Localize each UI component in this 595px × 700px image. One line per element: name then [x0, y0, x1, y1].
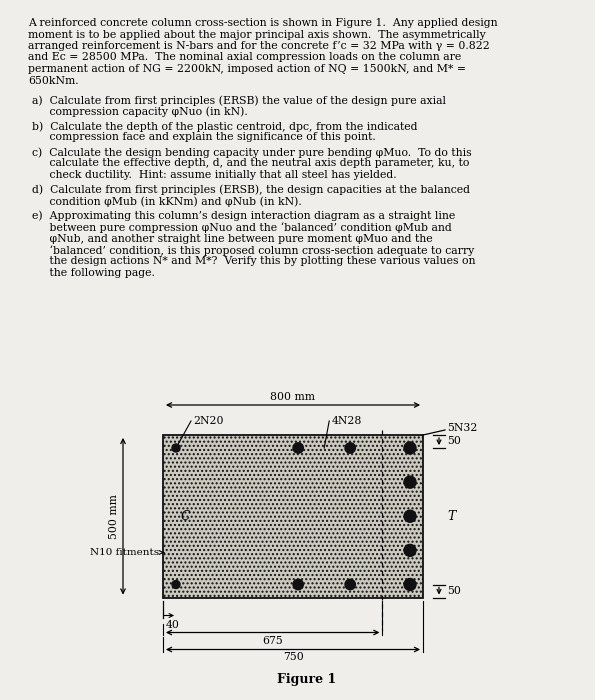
Text: 40: 40: [166, 620, 180, 629]
Text: permanent action of NG = 2200kN, imposed action of NQ = 1500kN, and M* =: permanent action of NG = 2200kN, imposed…: [28, 64, 466, 74]
Circle shape: [172, 444, 180, 452]
Text: b)  Calculate the depth of the plastic centroid, dpc, from the indicated: b) Calculate the depth of the plastic ce…: [32, 121, 418, 132]
Text: 5N32: 5N32: [447, 423, 477, 433]
Text: C: C: [181, 510, 190, 523]
Text: c)  Calculate the design bending capacity under pure bending φMuo.  To do this: c) Calculate the design bending capacity…: [32, 147, 472, 158]
Text: arranged reinforcement is N-bars and for the concrete f’c = 32 MPa with γ = 0.82: arranged reinforcement is N-bars and for…: [28, 41, 490, 51]
Circle shape: [345, 443, 355, 453]
Text: check ductility.  Hint: assume initially that all steel has yielded.: check ductility. Hint: assume initially …: [32, 170, 397, 180]
Text: the design actions N* and M*?  Verify this by plotting these various values on: the design actions N* and M*? Verify thi…: [32, 256, 475, 267]
Text: a)  Calculate from first principles (ERSB) the value of the design pure axial: a) Calculate from first principles (ERSB…: [32, 95, 446, 106]
Text: 800 mm: 800 mm: [271, 392, 315, 402]
Text: 750: 750: [283, 652, 303, 662]
Text: φNub, and another straight line between pure moment φMuo and the: φNub, and another straight line between …: [32, 234, 433, 244]
Text: Figure 1: Figure 1: [277, 673, 337, 687]
Circle shape: [345, 580, 355, 589]
Circle shape: [404, 476, 416, 488]
Text: 650kNm.: 650kNm.: [28, 76, 79, 85]
Text: the following page.: the following page.: [32, 268, 155, 278]
Text: e)  Approximating this column’s design interaction diagram as a straight line: e) Approximating this column’s design in…: [32, 211, 455, 221]
Text: 4N28: 4N28: [331, 416, 362, 426]
Circle shape: [293, 443, 303, 453]
Text: between pure compression φNuo and the ‘balanced’ condition φMub and: between pure compression φNuo and the ‘b…: [32, 222, 452, 233]
Text: compression capacity φNuo (in kN).: compression capacity φNuo (in kN).: [32, 106, 248, 117]
Text: calculate the effective depth, d, and the neutral axis depth parameter, ku, to: calculate the effective depth, d, and th…: [32, 158, 469, 169]
Circle shape: [293, 580, 303, 589]
Text: 50: 50: [447, 586, 461, 596]
Text: ‘balanced’ condition, is this proposed column cross-section adequate to carry: ‘balanced’ condition, is this proposed c…: [32, 245, 474, 255]
Text: 2N20: 2N20: [193, 416, 224, 426]
Circle shape: [172, 580, 180, 589]
Circle shape: [404, 545, 416, 556]
Text: 50: 50: [447, 437, 461, 447]
Text: A reinforced concrete column cross-section is shown in Figure 1.  Any applied de: A reinforced concrete column cross-secti…: [28, 18, 497, 28]
Circle shape: [404, 578, 416, 591]
Circle shape: [404, 510, 416, 522]
Text: T: T: [447, 510, 455, 523]
Text: d)  Calculate from first principles (ERSB), the design capacities at the balance: d) Calculate from first principles (ERSB…: [32, 185, 470, 195]
Bar: [163, 435, 423, 598]
Text: and Ec = 28500 MPa.  The nominal axial compression loads on the column are: and Ec = 28500 MPa. The nominal axial co…: [28, 52, 461, 62]
Text: compression face and explain the significance of this point.: compression face and explain the signifi…: [32, 132, 376, 143]
Text: 500 mm: 500 mm: [109, 494, 119, 539]
Text: N10 fitments: N10 fitments: [90, 548, 159, 557]
Text: 675: 675: [262, 636, 283, 645]
Circle shape: [404, 442, 416, 454]
Text: moment is to be applied about the major principal axis shown.  The asymmetricall: moment is to be applied about the major …: [28, 29, 486, 39]
Text: condition φMub (in kKNm) and φNub (in kN).: condition φMub (in kKNm) and φNub (in kN…: [32, 196, 302, 206]
